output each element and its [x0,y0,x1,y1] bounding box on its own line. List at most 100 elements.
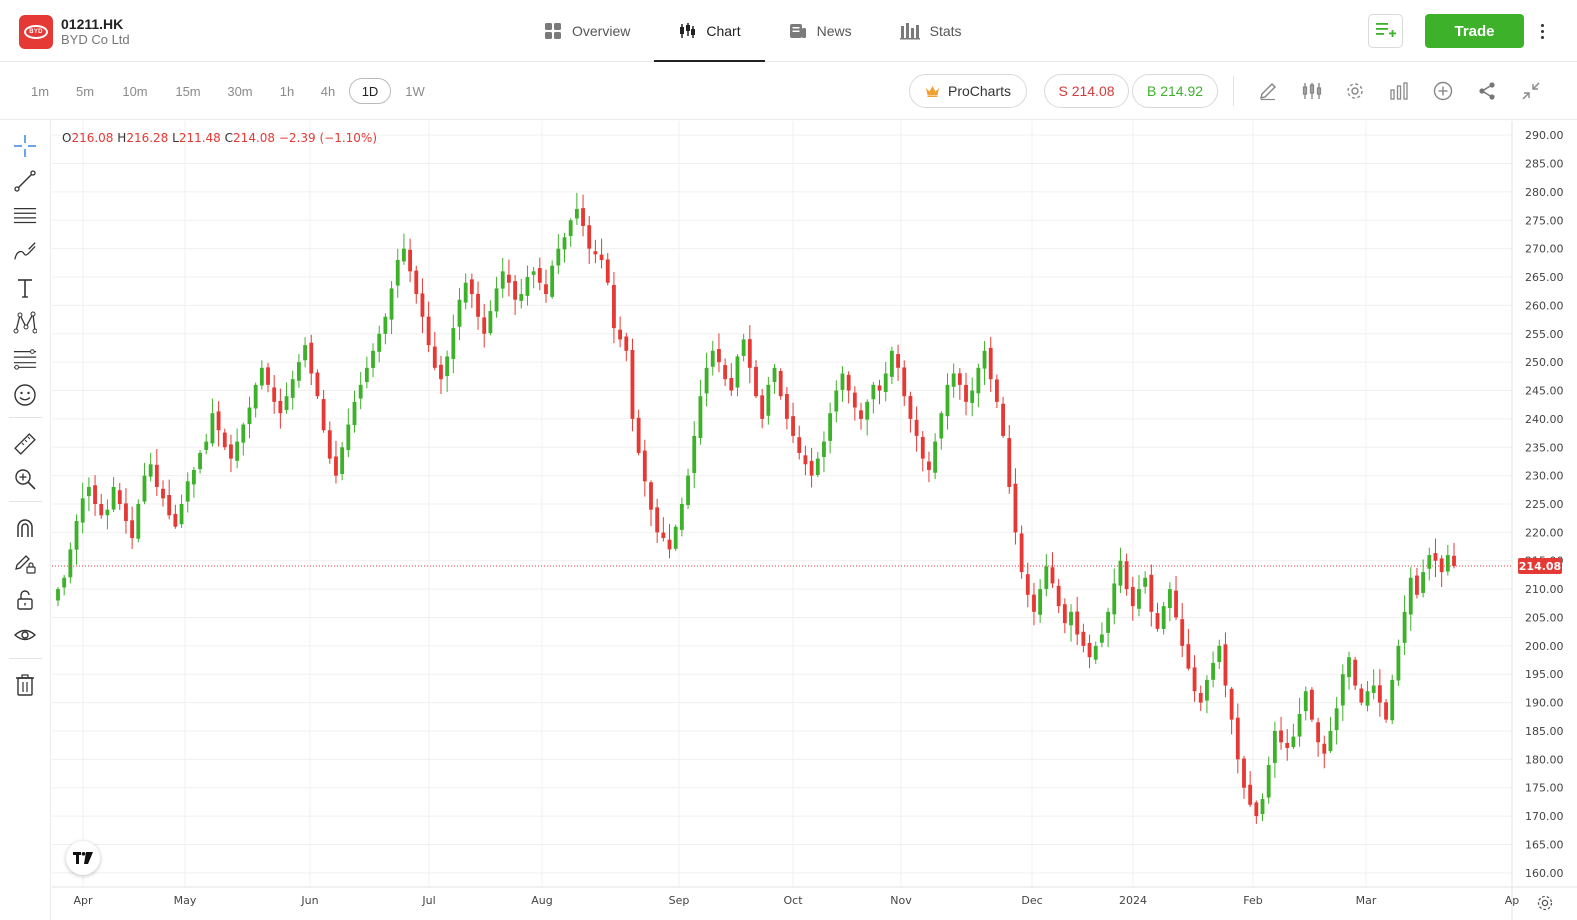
watchlist-button[interactable] [1368,14,1403,48]
collapse-icon[interactable] [1520,80,1542,102]
candle-body [791,416,795,436]
timeframe-1h[interactable]: 1h [279,83,295,99]
candle-body [1155,613,1160,629]
x-tick-label: Aug [531,894,552,907]
price-chart[interactable]: 290.00 285.00 280.00 275.00 270.00 265.00 260.… [52,121,1577,920]
candle-body [834,390,839,412]
ruler-icon[interactable] [13,432,37,456]
fib-retracement-icon[interactable] [13,347,37,371]
candle-body [414,270,419,295]
candle-body [401,248,406,262]
x-tick-label: Nov [890,894,912,907]
settings-icon[interactable] [1344,80,1366,102]
text-tool-icon[interactable] [13,276,37,300]
ohlc-close: 214.08 [233,131,276,145]
candle-body [185,481,190,502]
more-options-icon[interactable] [1534,18,1550,44]
timeframe-1d[interactable]: 1D [349,78,391,104]
pattern-icon[interactable] [13,311,37,335]
timeframe-1w[interactable]: 1W [405,83,425,99]
timeframe-30m[interactable]: 30m [227,83,253,99]
candle-body [945,384,950,417]
add-icon[interactable] [1432,80,1454,102]
y-tick-label: 250.00 [1525,356,1564,369]
candle-body [803,455,808,465]
tab-chart-label: Chart [706,23,741,39]
sidebar-divider [9,658,42,659]
magnet-icon[interactable] [13,516,37,540]
y-tick-label: 195.00 [1525,668,1564,681]
candle-body [266,367,270,385]
trend-line-icon[interactable] [13,169,37,193]
candle-body [1217,645,1222,663]
candle-body [1069,611,1073,626]
timeframe-10m[interactable]: 10m [122,83,148,99]
candle-body [1118,560,1123,586]
tab-news[interactable]: News [765,0,876,62]
last-price-marker [1518,557,1562,574]
candle-body [439,364,443,380]
candle-body [636,417,641,453]
candle-body [1050,567,1055,584]
horizontal-lines-icon[interactable] [13,204,37,228]
timeframe-4h[interactable]: 4h [320,83,336,99]
y-tick-label: 255.00 [1525,328,1564,341]
buy-button[interactable]: B 214.92 [1132,74,1218,108]
candle-body [624,336,629,351]
header: BYD 01211.HK BYD Co Ltd Overview Chart N… [0,0,1577,62]
candle-body [136,504,141,539]
chart-type-icon[interactable] [1388,80,1410,102]
candle-body [241,424,246,443]
trade-button[interactable]: Trade [1425,14,1524,48]
procharts-button[interactable]: ProCharts [909,74,1027,108]
candle-body [1056,585,1061,607]
stats-icon [899,22,920,40]
instrument-ticker: 01211.HK [61,16,124,32]
indicators-icon[interactable] [1301,80,1323,102]
tab-stats-label: Stats [929,23,962,39]
candle-body [1001,403,1005,436]
candle-body [877,385,882,391]
tradingview-logo[interactable] [66,841,100,875]
emoji-icon[interactable] [13,383,37,407]
candle-body [1396,645,1401,681]
candle-body [204,441,209,450]
candle-body [1211,662,1216,680]
tab-chart[interactable]: Chart [654,0,765,62]
candle-body [482,317,487,334]
candle-body [593,251,598,255]
instrument-tabs: Overview Chart News Stats [520,0,986,62]
candle-body [964,384,968,402]
candle-body [531,271,536,275]
timeframe-5m[interactable]: 5m [75,83,95,99]
candle-body [340,447,345,475]
candle-body [587,225,592,249]
brush-icon[interactable] [13,240,37,264]
zoom-in-icon[interactable] [13,467,37,491]
y-tick-label: 235.00 [1525,441,1564,454]
last-price-label: 214.08 [1519,560,1561,573]
share-icon[interactable] [1476,80,1498,102]
tab-overview[interactable]: Overview [520,0,654,62]
candlestick-chart[interactable]: 290.00 285.00 280.00 275.00 270.00 265.00 260.… [52,121,1577,920]
sell-button[interactable]: S 214.08 [1044,74,1129,108]
trash-icon[interactable] [13,673,37,697]
candle-body [445,356,450,377]
pencil-icon[interactable] [1257,80,1279,102]
candle-body [939,413,944,439]
timeframe-15m[interactable]: 15m [175,83,201,99]
candle-body [815,458,820,475]
candle-body [889,350,894,377]
candle-body [395,260,400,286]
lock-drawing-icon[interactable] [13,552,37,576]
candle-body [1124,561,1129,590]
candle-body [1093,645,1098,660]
candle-body [840,373,845,390]
tab-stats[interactable]: Stats [876,0,986,62]
visibility-icon[interactable] [13,623,37,647]
crosshair-icon[interactable] [13,134,37,158]
candle-body [655,507,660,533]
unlock-icon[interactable] [13,588,37,612]
timeframe-1m[interactable]: 1m [30,83,50,99]
chart-settings-icon[interactable] [1536,894,1554,912]
